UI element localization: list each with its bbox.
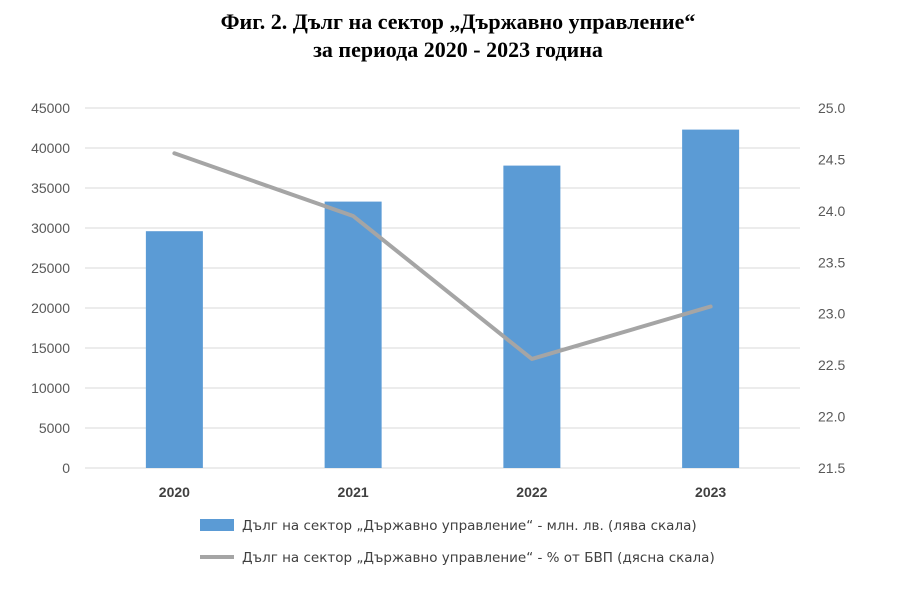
chart-title-line-2: за периода 2020 - 2023 година [313,37,603,62]
category-label: 2020 [159,484,190,500]
chart-title-line-1: Фиг. 2. Дълг на сектор „Държавно управле… [220,9,696,34]
left-tick-label: 10000 [31,380,70,396]
bar [682,129,740,468]
category-label: 2023 [695,484,726,500]
legend-swatch-bar [200,519,234,531]
right-axis-ticks: 21.5 22.0 22.5 23.0 23.5 24.0 24.5 25.0 [818,100,845,476]
left-tick-label: 0 [62,460,70,476]
bar [503,165,561,468]
right-tick-label: 23.5 [818,254,845,270]
legend-label-bar: Дълг на сектор „Държавно управление“ - м… [242,518,697,534]
right-tick-label: 24.0 [818,203,845,219]
right-tick-label: 21.5 [818,460,845,476]
right-tick-label: 22.0 [818,409,845,425]
series-line [172,151,713,361]
left-tick-label: 20000 [31,300,70,316]
right-tick-label: 23.0 [818,306,845,322]
legend: Дълг на сектор „Държавно управление“ - м… [200,518,715,566]
left-tick-label: 5000 [39,420,70,436]
bar [145,231,203,468]
bar-series [145,129,740,468]
category-label: 2021 [338,484,369,500]
gridlines [85,107,800,469]
left-tick-label: 30000 [31,220,70,236]
category-label: 2022 [516,484,547,500]
left-axis-ticks: 0 5000 10000 15000 20000 25000 30000 35000 40000… [31,100,70,476]
category-axis-ticks: 2020 2021 2022 2023 [159,484,727,500]
left-tick-label: 40000 [31,140,70,156]
right-tick-label: 24.5 [818,151,845,167]
left-tick-label: 35000 [31,180,70,196]
left-tick-label: 25000 [31,260,70,276]
right-tick-label: 22.5 [818,357,845,373]
line-series [172,151,713,361]
left-tick-label: 15000 [31,340,70,356]
right-tick-label: 25.0 [818,100,845,116]
legend-label-line: Дълг на сектор „Държавно управление“ - %… [242,550,715,566]
chart-title: Фиг. 2. Дълг на сектор „Държавно управле… [0,8,916,64]
left-tick-label: 45000 [31,100,70,116]
bar [324,201,382,468]
